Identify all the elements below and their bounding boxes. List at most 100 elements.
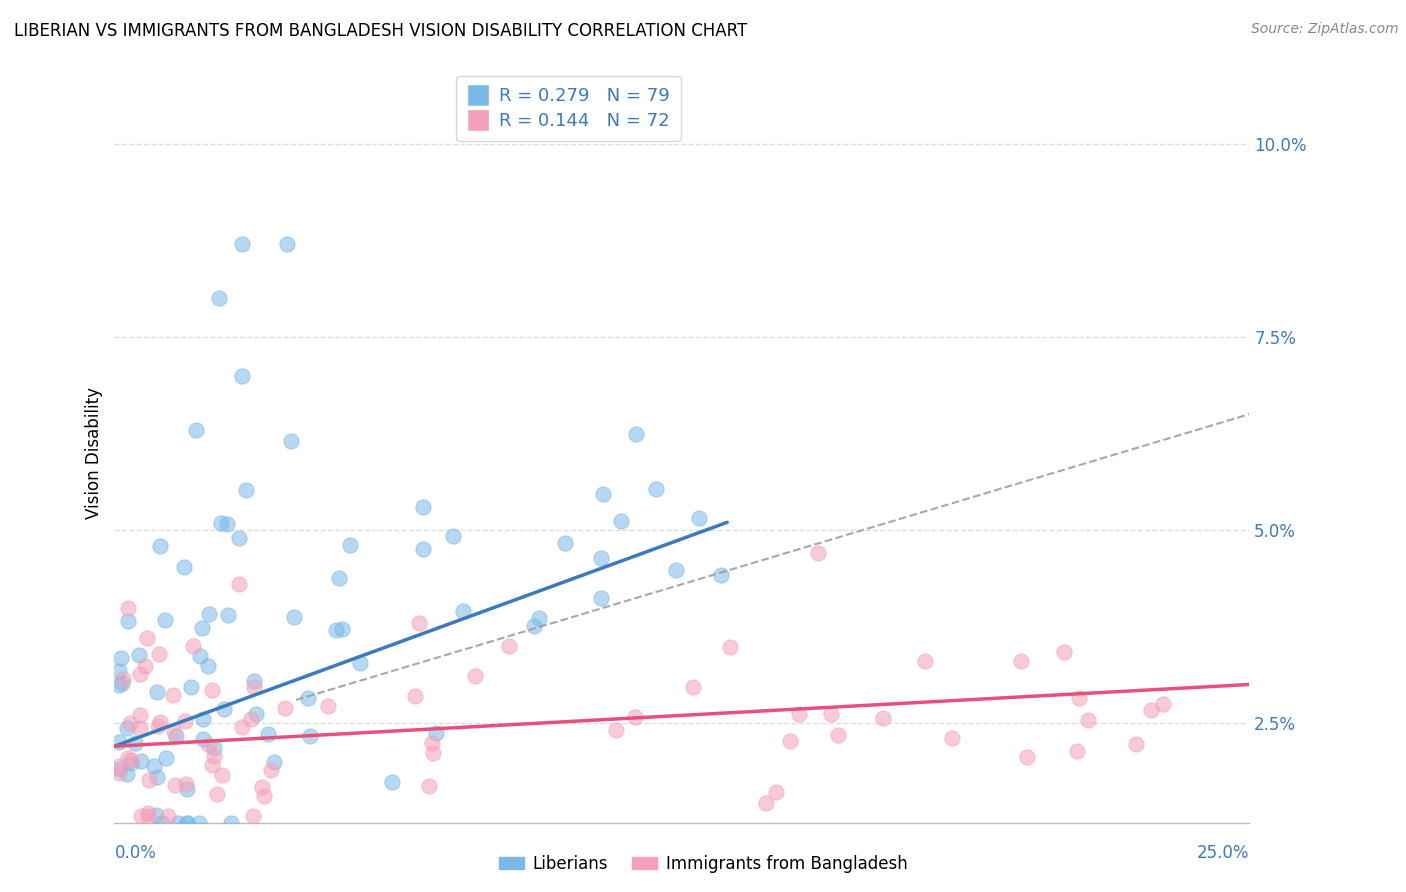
Point [138,772,160,787]
Point [176,816,198,830]
Point [263,756,285,770]
Point [187,816,209,830]
Point [176,782,198,797]
Point [165,729,187,743]
Point [318,699,340,714]
Point [198,738,221,752]
Point [163,725,186,739]
Point [297,690,319,705]
Point [136,808,159,822]
Point [201,683,224,698]
Point [1140,703,1163,717]
Point [941,731,963,746]
Point [129,666,152,681]
Point [872,711,894,725]
Point [117,614,139,628]
Point [720,640,742,655]
Point [163,778,186,792]
Point [623,710,645,724]
Point [441,529,464,543]
Point [235,483,257,498]
Text: LIBERIAN VS IMMIGRANTS FROM BANGLADESH VISION DISABILITY CORRELATION CHART: LIBERIAN VS IMMIGRANTS FROM BANGLADESH V… [14,22,748,40]
Point [523,618,546,632]
Point [167,816,190,830]
Point [1067,690,1090,705]
Point [128,721,150,735]
Point [328,570,350,584]
Point [820,707,842,722]
Point [108,759,131,773]
Point [201,757,224,772]
Point [412,542,434,557]
Legend: R = 0.279   N = 79, R = 0.144   N = 72: R = 0.279 N = 79, R = 0.144 N = 72 [456,77,681,141]
Point [120,716,142,731]
Point [1053,645,1076,659]
Point [112,672,135,686]
Point [173,560,195,574]
Point [682,680,704,694]
Point [418,779,440,793]
Point [709,567,731,582]
Point [148,719,170,733]
Point [117,751,139,765]
Point [239,712,262,726]
Point [228,531,250,545]
Point [554,536,576,550]
Legend: Liberians, Immigrants from Bangladesh: Liberians, Immigrants from Bangladesh [492,848,914,880]
Point [142,759,165,773]
Point [212,702,235,716]
Point [765,785,787,799]
Point [605,723,627,737]
Point [283,609,305,624]
Point [228,577,250,591]
Point [330,622,353,636]
Point [176,777,198,791]
Point [149,539,172,553]
Text: 0.0%: 0.0% [114,844,156,862]
Point [202,741,225,756]
Point [184,423,207,437]
Point [217,607,239,622]
Point [253,789,276,804]
Point [136,631,159,645]
Point [451,604,474,618]
Point [325,623,347,637]
Point [1152,697,1174,711]
Point [779,734,801,748]
Point [173,714,195,729]
Point [181,639,204,653]
Point [108,735,131,749]
Point [412,500,434,514]
Point [245,706,267,721]
Point [688,510,710,524]
Point [231,237,253,252]
Point [280,434,302,448]
Point [1010,654,1032,668]
Point [591,550,613,565]
Point [1077,713,1099,727]
Point [420,736,443,750]
Point [827,728,849,742]
Point [129,707,152,722]
Point [404,689,426,703]
Y-axis label: Vision Disability: Vision Disability [86,387,103,519]
Point [124,736,146,750]
Point [208,291,231,305]
Text: 25.0%: 25.0% [1197,844,1250,862]
Point [191,621,214,635]
Point [422,746,444,760]
Point [276,237,298,252]
Point [298,729,321,743]
Point [498,639,520,653]
Point [146,685,169,699]
Point [117,600,139,615]
Point [197,659,219,673]
Point [120,753,142,767]
Point [1015,750,1038,764]
Point [425,726,447,740]
Point [217,517,239,532]
Point [624,426,647,441]
Point [149,714,172,729]
Point [150,816,173,830]
Point [108,664,131,678]
